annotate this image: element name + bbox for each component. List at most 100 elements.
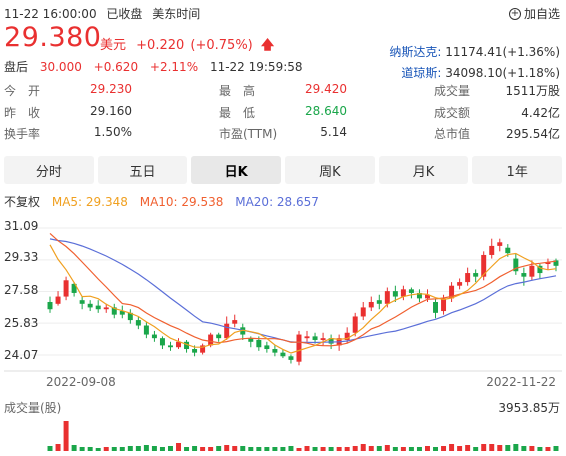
tab-daily-k[interactable]: 日K xyxy=(191,156,282,184)
candle[interactable] xyxy=(392,285,398,302)
candle[interactable] xyxy=(304,330,310,342)
add-watchlist-button[interactable]: + 加自选 xyxy=(508,5,560,22)
candle[interactable] xyxy=(240,323,246,340)
candle[interactable] xyxy=(481,251,487,281)
candle[interactable] xyxy=(143,321,149,339)
candle[interactable] xyxy=(87,300,93,312)
candle[interactable] xyxy=(103,303,109,313)
low-value: 28.640 xyxy=(305,104,347,118)
after-price: 30.000 xyxy=(39,60,82,74)
y-tick-4: 24.07 xyxy=(4,348,39,362)
tab-one-year[interactable]: 1年 xyxy=(472,156,563,184)
volume-bar xyxy=(392,447,398,451)
candle[interactable] xyxy=(376,294,382,310)
timezone: 美东时间 xyxy=(152,7,201,21)
tab-five-day[interactable]: 五日 xyxy=(97,156,188,184)
candle[interactable] xyxy=(457,278,463,290)
index-nasdaq[interactable]: 纳斯达克: 11174.41(+1.36%) xyxy=(389,43,560,60)
current-price: 29.380 xyxy=(4,22,102,53)
candle[interactable] xyxy=(537,264,543,279)
open-label: 今 开 xyxy=(4,84,41,98)
candle[interactable] xyxy=(232,314,238,328)
candle[interactable] xyxy=(79,296,85,310)
ma20-label: MA20: 28.657 xyxy=(235,195,319,209)
prev-close-label: 昨 收 xyxy=(4,106,41,120)
candle[interactable] xyxy=(184,339,190,353)
volume-bar xyxy=(352,446,358,451)
tab-monthly-k[interactable]: 月K xyxy=(378,156,469,184)
volume-bar xyxy=(553,446,559,451)
candle[interactable] xyxy=(264,341,270,353)
candle[interactable] xyxy=(360,301,366,321)
candle[interactable] xyxy=(111,303,117,319)
volume-bar xyxy=(127,446,133,451)
candle[interactable] xyxy=(489,238,495,259)
currency: 美元 xyxy=(100,38,127,53)
candle[interactable] xyxy=(224,316,230,340)
candle[interactable] xyxy=(127,309,133,324)
candle[interactable] xyxy=(200,343,206,355)
volume-bar xyxy=(505,445,511,451)
volume-bar xyxy=(424,446,430,451)
adjust-toggle[interactable]: 不复权 xyxy=(4,195,41,209)
index-value: 11174.41(+1.36%) xyxy=(445,45,560,59)
turnover-label: 换手率 xyxy=(4,127,41,141)
candle[interactable] xyxy=(408,287,414,299)
period-tabs: 分时 五日 日K 周K 月K 1年 xyxy=(4,156,563,184)
candle[interactable] xyxy=(465,267,471,286)
candle[interactable] xyxy=(320,332,326,346)
candle[interactable] xyxy=(433,298,439,319)
candle[interactable] xyxy=(497,238,503,252)
turnover-value: 1.50% xyxy=(93,125,132,139)
candle[interactable] xyxy=(63,276,69,301)
volume-bar xyxy=(376,446,382,451)
candle[interactable] xyxy=(296,330,302,366)
volume-bar xyxy=(216,446,222,451)
kline-chart[interactable] xyxy=(0,212,566,456)
datetime: 11-22 16:00:00 xyxy=(4,7,97,21)
candle[interactable] xyxy=(71,282,77,297)
candle[interactable] xyxy=(119,305,125,319)
candle[interactable] xyxy=(280,349,286,359)
candle[interactable] xyxy=(135,316,141,330)
x-end-date: 2022-11-22 xyxy=(486,375,556,389)
volume-bar xyxy=(167,446,173,451)
candle[interactable] xyxy=(473,269,479,283)
candle[interactable] xyxy=(95,300,101,313)
volume-bar xyxy=(513,444,519,451)
volume-bar xyxy=(79,447,85,451)
tab-intraday[interactable]: 分时 xyxy=(4,156,94,184)
volume-bar xyxy=(248,447,254,451)
candle[interactable] xyxy=(159,336,165,350)
candle[interactable] xyxy=(449,282,455,302)
candle[interactable] xyxy=(400,285,406,301)
volume-bar xyxy=(529,446,535,451)
volume-bar xyxy=(521,446,527,451)
market-cap-value: 295.54亿 xyxy=(506,127,560,141)
volume-bar xyxy=(312,447,318,451)
candle[interactable] xyxy=(47,296,53,313)
candle[interactable] xyxy=(272,345,278,357)
volume-bar xyxy=(176,443,182,451)
y-tick-3: 25.83 xyxy=(4,316,39,330)
candle[interactable] xyxy=(55,291,61,306)
volume-bar xyxy=(95,448,101,451)
index-dow[interactable]: 道琼斯: 34098.10(+1.18%) xyxy=(401,64,560,81)
candle[interactable] xyxy=(545,258,551,270)
candle[interactable] xyxy=(216,332,222,342)
volume-bar xyxy=(224,445,230,451)
candle[interactable] xyxy=(368,296,374,312)
candle[interactable] xyxy=(167,341,173,351)
tab-weekly-k[interactable]: 周K xyxy=(285,156,375,184)
candle[interactable] xyxy=(151,330,157,342)
candle[interactable] xyxy=(416,289,422,302)
candle[interactable] xyxy=(312,332,318,344)
candle[interactable] xyxy=(336,334,342,351)
candle[interactable] xyxy=(176,338,182,350)
volume-bar xyxy=(208,447,214,451)
candle[interactable] xyxy=(288,354,294,364)
after-hours: 盘后 30.000 +0.620 +2.11% 11-22 19:59:58 xyxy=(4,58,303,75)
candle[interactable] xyxy=(513,253,519,275)
volume-bar xyxy=(545,447,551,451)
candle[interactable] xyxy=(352,312,358,337)
